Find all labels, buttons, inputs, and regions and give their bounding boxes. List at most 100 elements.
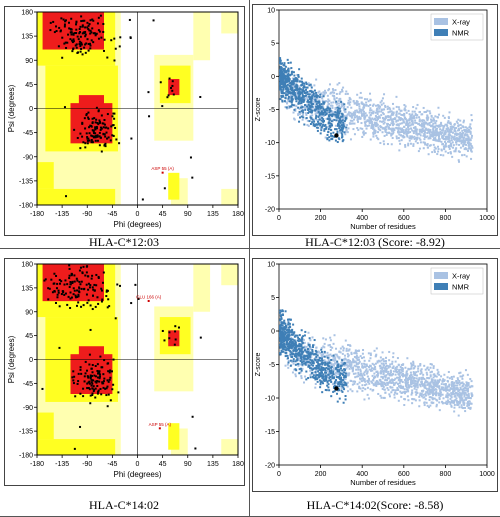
nmr-point bbox=[337, 116, 340, 119]
residue-point bbox=[98, 370, 101, 373]
nmr-point bbox=[326, 362, 329, 365]
residue-point bbox=[103, 133, 106, 136]
xray-point bbox=[371, 374, 374, 377]
nmr-point bbox=[286, 58, 289, 61]
nmr-point bbox=[328, 121, 331, 124]
xray-point bbox=[363, 359, 366, 362]
xray-point bbox=[419, 363, 422, 366]
xray-point bbox=[457, 124, 460, 127]
xray-point bbox=[381, 387, 384, 390]
residue-point bbox=[63, 283, 66, 286]
nmr-point bbox=[335, 114, 338, 117]
xray-point bbox=[335, 97, 338, 100]
xray-point bbox=[349, 365, 352, 368]
residue-point bbox=[77, 290, 80, 293]
nmr-point bbox=[284, 82, 287, 85]
xray-point bbox=[376, 131, 379, 134]
xray-point bbox=[438, 140, 441, 143]
xray-point bbox=[424, 368, 427, 371]
xray-point bbox=[286, 107, 289, 110]
xray-point bbox=[353, 380, 356, 383]
xray-point bbox=[431, 390, 434, 393]
residue-point bbox=[106, 385, 109, 388]
nmr-point bbox=[328, 361, 331, 364]
xray-point bbox=[466, 390, 469, 393]
xray-point bbox=[323, 346, 326, 349]
nmr-point bbox=[344, 372, 347, 375]
nmr-point bbox=[279, 346, 282, 349]
xray-point bbox=[460, 127, 463, 130]
nmr-point bbox=[279, 344, 282, 347]
xray-point bbox=[426, 123, 429, 126]
xray-point bbox=[447, 385, 450, 388]
xray-point bbox=[345, 90, 348, 93]
xray-point bbox=[372, 131, 375, 134]
nmr-point bbox=[279, 319, 282, 322]
xray-point bbox=[373, 375, 376, 378]
residue-point bbox=[99, 128, 102, 131]
nmr-point bbox=[292, 342, 295, 345]
xray-point bbox=[329, 349, 332, 352]
xray-point bbox=[387, 388, 390, 391]
xray-point bbox=[366, 370, 369, 373]
xray-series bbox=[284, 319, 474, 417]
xray-point bbox=[395, 381, 398, 384]
xray-point bbox=[374, 381, 377, 384]
xray-point bbox=[308, 348, 311, 351]
nmr-point bbox=[338, 117, 341, 120]
residue-point bbox=[161, 329, 164, 332]
residue-point bbox=[79, 366, 82, 369]
xray-point bbox=[397, 137, 400, 140]
xray-point bbox=[448, 111, 451, 114]
xray-point bbox=[299, 363, 302, 366]
xray-point bbox=[457, 403, 460, 406]
xray-point bbox=[374, 131, 377, 134]
nmr-point bbox=[282, 84, 285, 87]
nmr-point bbox=[321, 359, 324, 362]
xray-point bbox=[461, 154, 464, 157]
residue-point bbox=[90, 381, 93, 384]
nmr-point bbox=[291, 92, 294, 95]
nmr-point bbox=[324, 371, 327, 374]
xray-point bbox=[314, 93, 317, 96]
nmr-point bbox=[329, 375, 332, 378]
nmr-point bbox=[331, 113, 334, 116]
xray-point bbox=[382, 122, 385, 125]
xray-point bbox=[432, 389, 435, 392]
nmr-point bbox=[338, 107, 341, 110]
xray-point bbox=[373, 349, 376, 352]
residue-point bbox=[84, 360, 87, 363]
xray-point bbox=[406, 122, 409, 125]
nmr-point bbox=[343, 376, 346, 379]
residue-point bbox=[91, 274, 94, 277]
xray-point bbox=[431, 379, 434, 382]
residue-point bbox=[63, 23, 66, 26]
nmr-point bbox=[288, 78, 291, 81]
nmr-point bbox=[310, 117, 313, 120]
residue-point bbox=[49, 29, 52, 32]
nmr-point bbox=[331, 374, 334, 377]
nmr-point bbox=[320, 351, 323, 354]
residue-point bbox=[86, 142, 89, 145]
xray-point bbox=[351, 119, 354, 122]
nmr-point bbox=[340, 378, 343, 381]
residue-point bbox=[89, 284, 92, 287]
residue-point bbox=[44, 278, 47, 281]
xray-point bbox=[423, 404, 426, 407]
xray-point bbox=[365, 365, 368, 368]
xray-point bbox=[425, 391, 428, 394]
xray-point bbox=[372, 123, 375, 126]
generous-region bbox=[221, 12, 238, 34]
residue-point bbox=[93, 117, 96, 120]
xray-point bbox=[418, 130, 421, 133]
xray-point bbox=[348, 122, 351, 125]
xray-point bbox=[395, 137, 398, 140]
residue-point bbox=[96, 22, 99, 25]
xray-point bbox=[447, 138, 450, 141]
nmr-point bbox=[298, 120, 301, 123]
nmr-point bbox=[299, 88, 302, 91]
residue-point bbox=[98, 30, 101, 33]
xray-point bbox=[361, 102, 364, 105]
xray-point bbox=[405, 373, 408, 376]
